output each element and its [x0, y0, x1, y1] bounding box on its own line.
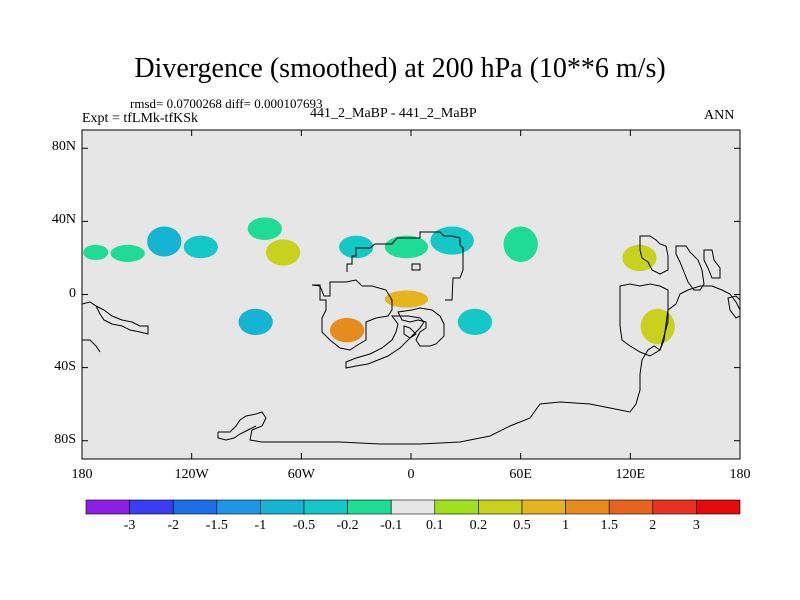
case-label: 441_2_MaBP - 441_2_MaBP — [310, 106, 477, 121]
coastline-japan — [675, 245, 705, 291]
coastline-new-guinea — [727, 295, 740, 319]
coastline-gulf-guinea — [403, 325, 417, 339]
shaded-region-1 — [110, 244, 145, 262]
shaded-region-8 — [430, 226, 474, 255]
colorbar-label: -1.5 — [205, 518, 228, 533]
shaded-region-14 — [457, 308, 493, 336]
shaded-region-4 — [247, 217, 282, 241]
colorbar-swatch-5 — [303, 499, 348, 515]
colorbar-label: -0.5 — [292, 518, 316, 533]
shaded-region-5 — [265, 239, 301, 266]
colorbar-label: 1 — [562, 518, 570, 533]
shaded-region-2 — [147, 226, 182, 257]
shaded-region-11 — [238, 308, 273, 336]
coastline-antarctic-peninsula — [217, 425, 257, 441]
shaded-region-9 — [503, 226, 538, 262]
colorbar-label: 0.2 — [469, 518, 488, 533]
x-tick-label: 180 — [729, 467, 751, 482]
x-tick-label: 180 — [71, 467, 93, 482]
shaded-region-13 — [384, 290, 429, 308]
coastline-africa — [397, 307, 445, 347]
shaded-region-6 — [339, 235, 374, 259]
colorbar-label: 0.5 — [513, 518, 531, 533]
colorbar-swatch-8 — [434, 499, 479, 515]
plot-title: Divergence (smoothed) at 200 hPa (10**6 … — [134, 53, 666, 84]
x-tick-label: 120E — [615, 467, 646, 482]
x-tick-label: 60W — [287, 467, 315, 482]
y-tick-label: 80S — [54, 431, 76, 447]
colorbar-swatch-0 — [85, 499, 130, 515]
colorbar-swatch-3 — [216, 499, 261, 515]
x-tick-label: 0 — [407, 467, 415, 482]
colorbar-swatch-6 — [347, 499, 392, 515]
y-tick-label: 40N — [51, 212, 76, 228]
colorbar-swatch-13 — [652, 499, 697, 515]
coastline-south-america — [311, 279, 393, 351]
colorbar-label: -2 — [167, 518, 180, 533]
colorbar-swatch-10 — [521, 499, 566, 515]
shaded-region-15 — [640, 308, 675, 345]
shaded-region-7 — [384, 235, 429, 259]
coastline-caribbean — [411, 263, 421, 271]
coastline-antarctica — [218, 285, 740, 445]
colorbar-label: -3 — [123, 518, 136, 533]
shaded-region-12 — [329, 317, 365, 343]
colorbar-label: 0.1 — [426, 518, 444, 533]
coastline-left-edge — [82, 339, 101, 353]
shaded-region-10 — [622, 244, 657, 272]
colorbar-swatch-1 — [129, 499, 174, 515]
coastline-north-america — [346, 231, 464, 301]
colorbar-label: 2 — [649, 518, 657, 533]
shaded-region-3 — [183, 235, 218, 259]
coastline-pacific-islands — [703, 249, 721, 279]
colorbar-swatch-12 — [608, 499, 654, 515]
y-tick-label: 80N — [51, 139, 76, 155]
x-tick-label: 120W — [174, 467, 209, 482]
colorbar-label: -0.2 — [336, 518, 359, 533]
colorbar-swatch-2 — [172, 499, 218, 515]
shaded-region-0 — [83, 244, 109, 261]
colorbar-label: -0.1 — [380, 518, 403, 533]
colorbar-label: 3 — [692, 518, 700, 533]
colorbar-label: -1 — [254, 518, 267, 533]
coastline-east-asia — [639, 235, 669, 275]
experiment-label: Expt = tfLMk-tfKSk — [82, 111, 198, 126]
colorbar-swatch-7 — [390, 499, 436, 515]
season-label: ANN — [704, 108, 735, 123]
y-tick-label: 0 — [69, 285, 76, 301]
colorbar-label: 1.5 — [600, 518, 618, 533]
x-tick-label: 60E — [509, 467, 532, 482]
colorbar-swatch-11 — [565, 499, 610, 515]
coastline-west-islands — [82, 301, 149, 335]
coastline-australia — [619, 283, 669, 357]
coastline-patagonia — [345, 315, 425, 369]
colorbar-swatch-9 — [478, 499, 523, 515]
colorbar-swatch-14 — [696, 499, 741, 515]
colorbar-swatch-4 — [260, 499, 305, 515]
y-tick-label: 40S — [54, 358, 76, 374]
stats-line: rmsd= 0.0700268 diff= 0.000107693 — [130, 96, 323, 111]
